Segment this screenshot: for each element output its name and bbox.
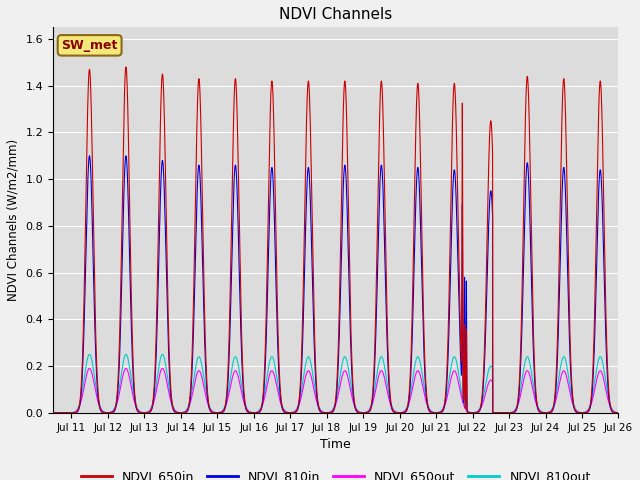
X-axis label: Time: Time xyxy=(321,438,351,451)
Legend: NDVI_650in, NDVI_810in, NDVI_650out, NDVI_810out: NDVI_650in, NDVI_810in, NDVI_650out, NDV… xyxy=(76,465,596,480)
Y-axis label: NDVI Channels (W/m2/mm): NDVI Channels (W/m2/mm) xyxy=(7,139,20,301)
Text: SW_met: SW_met xyxy=(61,39,118,52)
Title: NDVI Channels: NDVI Channels xyxy=(279,7,392,22)
